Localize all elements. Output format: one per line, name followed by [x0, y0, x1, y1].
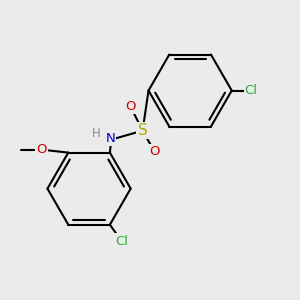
- Text: S: S: [138, 123, 147, 138]
- Text: H: H: [92, 127, 100, 140]
- Text: N: N: [106, 132, 115, 145]
- Text: Cl: Cl: [244, 84, 258, 97]
- Text: O: O: [149, 145, 160, 158]
- Text: O: O: [36, 143, 47, 156]
- Text: O: O: [125, 100, 136, 113]
- Text: Cl: Cl: [115, 235, 128, 248]
